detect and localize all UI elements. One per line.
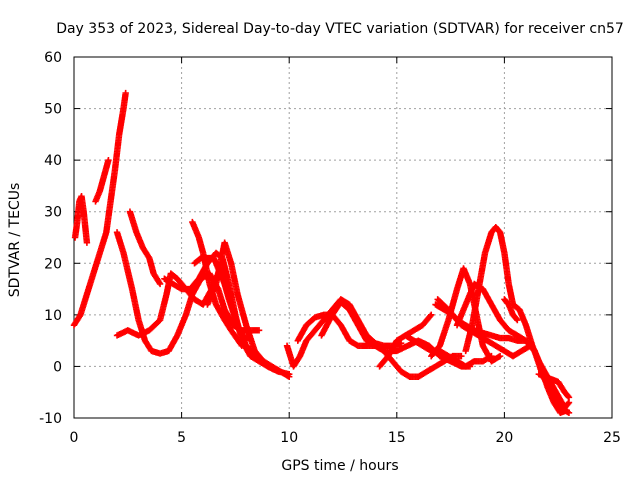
y-tick-label: -10 (39, 411, 62, 427)
axis-layer (73, 56, 613, 419)
y-tick-label: 10 (44, 308, 62, 324)
data-point (156, 280, 164, 288)
data-point (156, 279, 163, 286)
series-track-1 (70, 89, 129, 329)
data-point (428, 311, 435, 319)
tick-labels: 0 5 10 15 20 25 -10 0 10 20 30 40 50 60 (39, 50, 621, 446)
data-point (255, 327, 263, 334)
data-point (105, 156, 112, 164)
x-tick-label: 20 (495, 430, 513, 446)
x-tick-label: 10 (280, 430, 298, 446)
series-track-20 (434, 296, 573, 417)
x-tick-label: 15 (388, 430, 406, 446)
data-point (286, 373, 293, 380)
x-tick-label: 5 (177, 430, 186, 446)
data-point (564, 400, 572, 407)
series-track-2 (71, 193, 91, 246)
series-track-13 (318, 298, 474, 370)
chart-title: Day 353 of 2023, Sidereal Day-to-day VTE… (56, 21, 624, 37)
data-point (238, 342, 246, 349)
data-point (513, 315, 520, 323)
series-track-22 (535, 370, 573, 401)
series-track-9 (191, 254, 250, 344)
y-tick-label: 40 (44, 153, 62, 169)
data-point (458, 352, 465, 360)
series-track-14 (376, 311, 435, 370)
x-tick-label: 0 (70, 430, 79, 446)
data-point (565, 409, 573, 417)
grid-layer (74, 57, 612, 418)
data-point (427, 312, 434, 320)
y-tick-label: 20 (44, 256, 62, 272)
data-point (122, 89, 129, 97)
data-point (564, 393, 572, 400)
series-track-15 (402, 332, 495, 370)
data-point (237, 341, 245, 348)
data-point (83, 239, 91, 246)
x-axis-label: GPS time / hours (281, 458, 398, 474)
plot-frame (73, 56, 613, 419)
y-tick-label: 30 (44, 205, 62, 221)
y-tick-label: 50 (44, 102, 62, 118)
data-point (496, 352, 504, 360)
series-track-3 (92, 156, 112, 205)
series-track-21 (501, 296, 521, 324)
data-point (565, 394, 573, 401)
x-tick-label: 25 (603, 430, 621, 446)
y-axis-label: SDTVAR / TECUs (7, 183, 23, 298)
data-series (70, 89, 573, 417)
y-tick-label: 0 (53, 359, 62, 375)
data-point (514, 316, 521, 324)
series-track-6 (126, 208, 164, 288)
series-track-10 (204, 239, 293, 380)
y-tick-label: 60 (44, 50, 62, 66)
